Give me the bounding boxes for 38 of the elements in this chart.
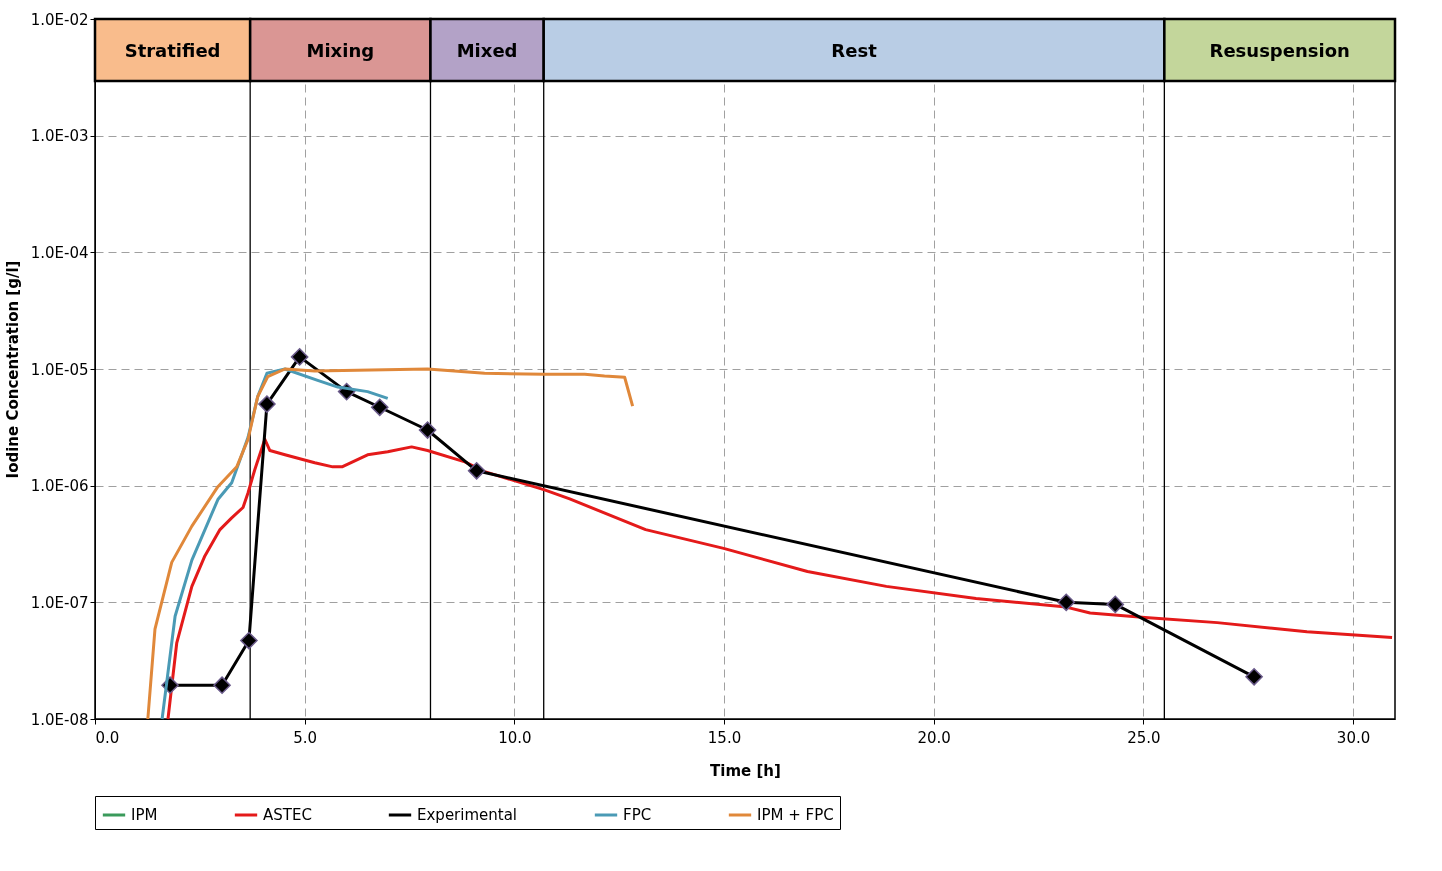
y-tick-label: 1.0E-05	[30, 360, 89, 379]
y-tick-label: 1.0E-07	[30, 593, 89, 612]
line-series	[166, 437, 1394, 721]
point	[213, 676, 231, 694]
band-label: Resuspension	[1209, 40, 1350, 61]
band-label: Mixing	[306, 40, 375, 61]
x-tick-label: 20.0	[917, 728, 951, 747]
point	[1106, 595, 1125, 614]
band-label: Mixed	[456, 40, 518, 61]
legend-label: FPC	[623, 806, 652, 824]
point	[467, 462, 486, 480]
point	[258, 395, 276, 413]
legend-label: Experimental	[417, 806, 518, 824]
y-tick-label: 1.0E-02	[30, 10, 89, 29]
x-tick-label: 10.0	[498, 728, 532, 747]
x-tick-label: 15.0	[707, 728, 742, 747]
y-tick-label: 1.0E-03	[30, 127, 89, 146]
line-series	[146, 367, 635, 721]
y-tick-label: 1.0E-06	[30, 477, 89, 496]
point	[1057, 593, 1076, 612]
y-tick-label: 1.0E-08	[30, 710, 89, 729]
point	[290, 348, 309, 366]
legend-label: IPM	[131, 806, 158, 824]
band-label: Rest	[831, 40, 878, 61]
x-tick-label: 30.0	[1336, 728, 1371, 747]
point	[1245, 667, 1263, 686]
x-axis-title: Time [h]	[710, 761, 781, 780]
x-tick-label: 0.0	[95, 728, 120, 747]
y-tick-label: 1.0E-04	[30, 243, 89, 262]
y-axis-title: Iodine Concentration [g/l]	[3, 260, 22, 479]
legend-label: ASTEC	[263, 806, 312, 824]
point	[240, 631, 258, 650]
point	[370, 398, 389, 417]
x-tick-label: 25.0	[1127, 728, 1161, 747]
point	[418, 421, 437, 439]
legend-label: IPM + FPC	[757, 806, 834, 824]
band-label: Stratified	[124, 40, 221, 61]
x-tick-label: 5.0	[293, 728, 318, 747]
